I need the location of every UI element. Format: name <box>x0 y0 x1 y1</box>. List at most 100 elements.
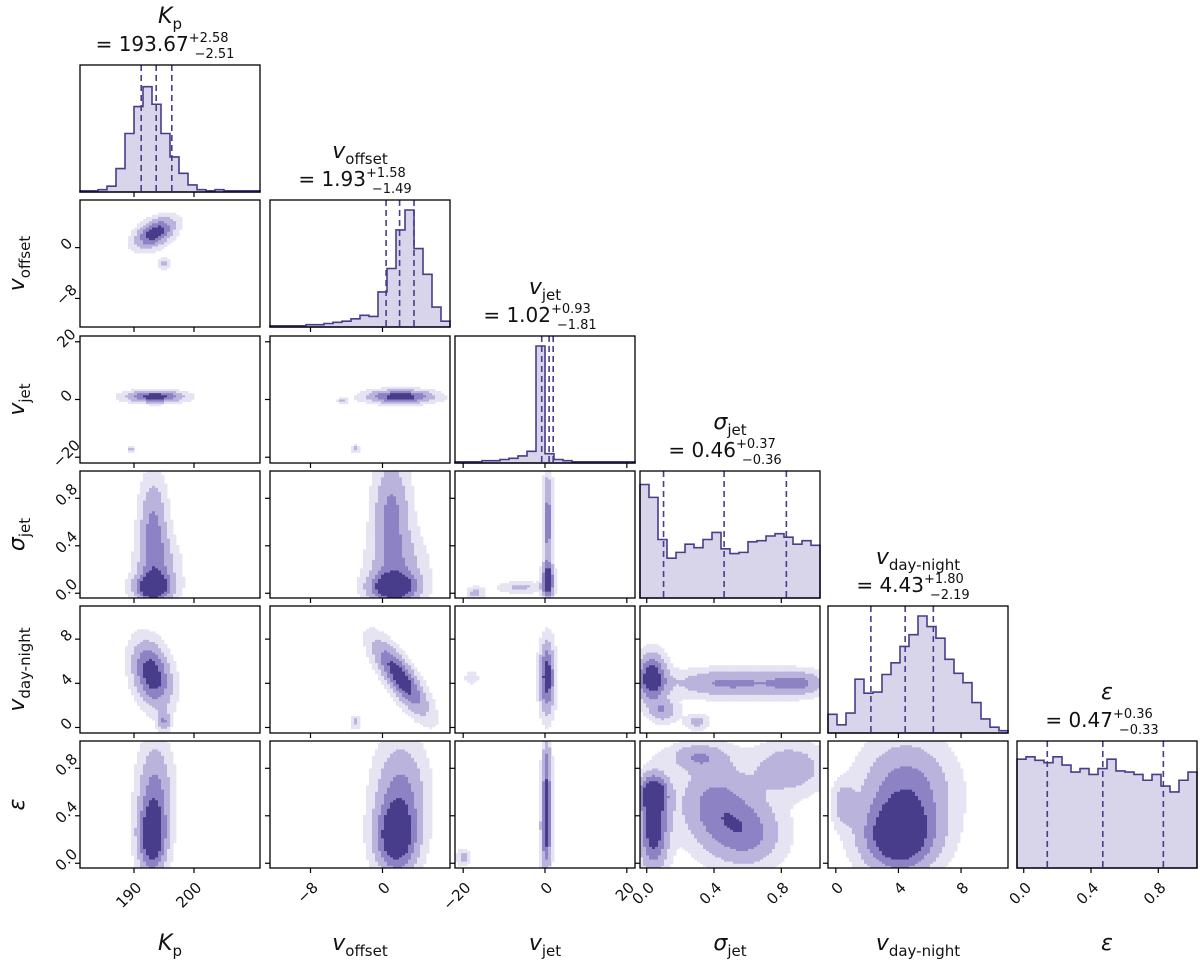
density-cell <box>152 536 156 540</box>
density-cell <box>399 479 403 482</box>
density-cell <box>137 557 141 561</box>
density-cell <box>140 578 144 582</box>
density-cell <box>143 223 147 226</box>
density-cell <box>366 526 370 529</box>
density-cell <box>387 399 391 403</box>
density-cell <box>149 532 153 535</box>
density-cell <box>176 545 180 548</box>
density-cell <box>378 502 382 506</box>
density-cell <box>158 225 162 228</box>
density-cell <box>366 388 370 392</box>
density-cell <box>152 225 156 228</box>
density-cell <box>387 509 391 512</box>
density-cell <box>179 216 183 220</box>
density-cell <box>143 388 147 392</box>
density-cell <box>402 475 406 478</box>
density-cell <box>414 530 418 533</box>
density-cell <box>176 570 180 573</box>
density-cell <box>414 393 418 396</box>
density-cell <box>387 513 391 516</box>
density-cell <box>161 214 165 218</box>
density-cell <box>372 395 376 398</box>
density-cell <box>384 523 388 527</box>
density-cell <box>146 494 150 497</box>
density-cell <box>131 585 135 588</box>
density-cell <box>423 393 427 396</box>
contour-panel-vjet-vs-Kp <box>79 335 261 464</box>
density-cell <box>390 395 394 398</box>
density-cell <box>384 483 388 487</box>
density-cell <box>161 559 165 563</box>
density-cell <box>170 559 174 563</box>
density-cell <box>381 526 385 529</box>
density-cell <box>408 526 412 529</box>
density-cell <box>128 242 132 245</box>
density-cell <box>134 574 138 578</box>
density-cell <box>375 538 379 542</box>
density-cell <box>351 448 355 451</box>
density-cell <box>164 557 168 561</box>
histogram-bars <box>827 615 1009 734</box>
density-cell <box>122 395 126 398</box>
density-cell <box>173 574 177 578</box>
density-cell <box>149 248 153 252</box>
density-cell <box>152 581 156 584</box>
density-cell <box>170 547 174 550</box>
density-cell <box>393 471 397 474</box>
density-cell <box>146 515 150 518</box>
density-cell <box>167 536 171 540</box>
density-cell <box>393 475 397 478</box>
density-cell <box>176 219 180 222</box>
density-cell <box>167 238 171 241</box>
density-cell <box>399 509 403 512</box>
density-cell <box>164 263 168 267</box>
density-cell <box>393 388 397 392</box>
density-cell <box>408 517 412 521</box>
density-cell <box>137 536 141 540</box>
density-cell <box>393 391 397 394</box>
density-cell <box>131 566 135 569</box>
density-cell <box>176 233 180 237</box>
density-cell <box>381 530 385 533</box>
density-cell <box>137 242 141 245</box>
density-cell <box>158 585 162 588</box>
density-cell <box>152 216 156 220</box>
density-cell <box>158 265 162 269</box>
density-cell <box>152 532 156 535</box>
density-cell <box>414 523 418 527</box>
density-cell <box>402 393 406 396</box>
density-cell <box>179 399 183 403</box>
density-cell <box>426 393 430 396</box>
density-cell <box>402 471 406 474</box>
density-cell <box>375 519 379 523</box>
density-cell <box>173 227 177 231</box>
density-cell <box>405 481 409 485</box>
density-cell <box>354 448 358 451</box>
density-cell <box>339 399 343 403</box>
density-cell <box>137 500 141 504</box>
density-cell <box>140 401 144 405</box>
density-cell <box>390 393 394 396</box>
density-cell <box>155 225 159 228</box>
density-cell <box>396 473 400 476</box>
density-cell <box>426 391 430 394</box>
density-cell <box>152 233 156 237</box>
density-cell <box>411 487 415 491</box>
density-cell <box>402 534 406 538</box>
density-cell <box>176 399 180 403</box>
density-cell <box>161 397 165 400</box>
density-cell <box>164 267 168 271</box>
density-cell <box>164 221 168 224</box>
density-cell <box>146 397 150 400</box>
density-cell <box>146 231 150 235</box>
density-cell <box>167 235 171 239</box>
density-cell <box>176 391 180 394</box>
density-cell <box>158 399 162 403</box>
density-cell <box>140 553 144 557</box>
density-cell <box>167 233 171 237</box>
density-cell <box>149 227 153 231</box>
density-cell <box>164 259 168 262</box>
density-cell <box>432 397 436 400</box>
density-cell <box>429 401 433 405</box>
density-cell <box>402 473 406 476</box>
